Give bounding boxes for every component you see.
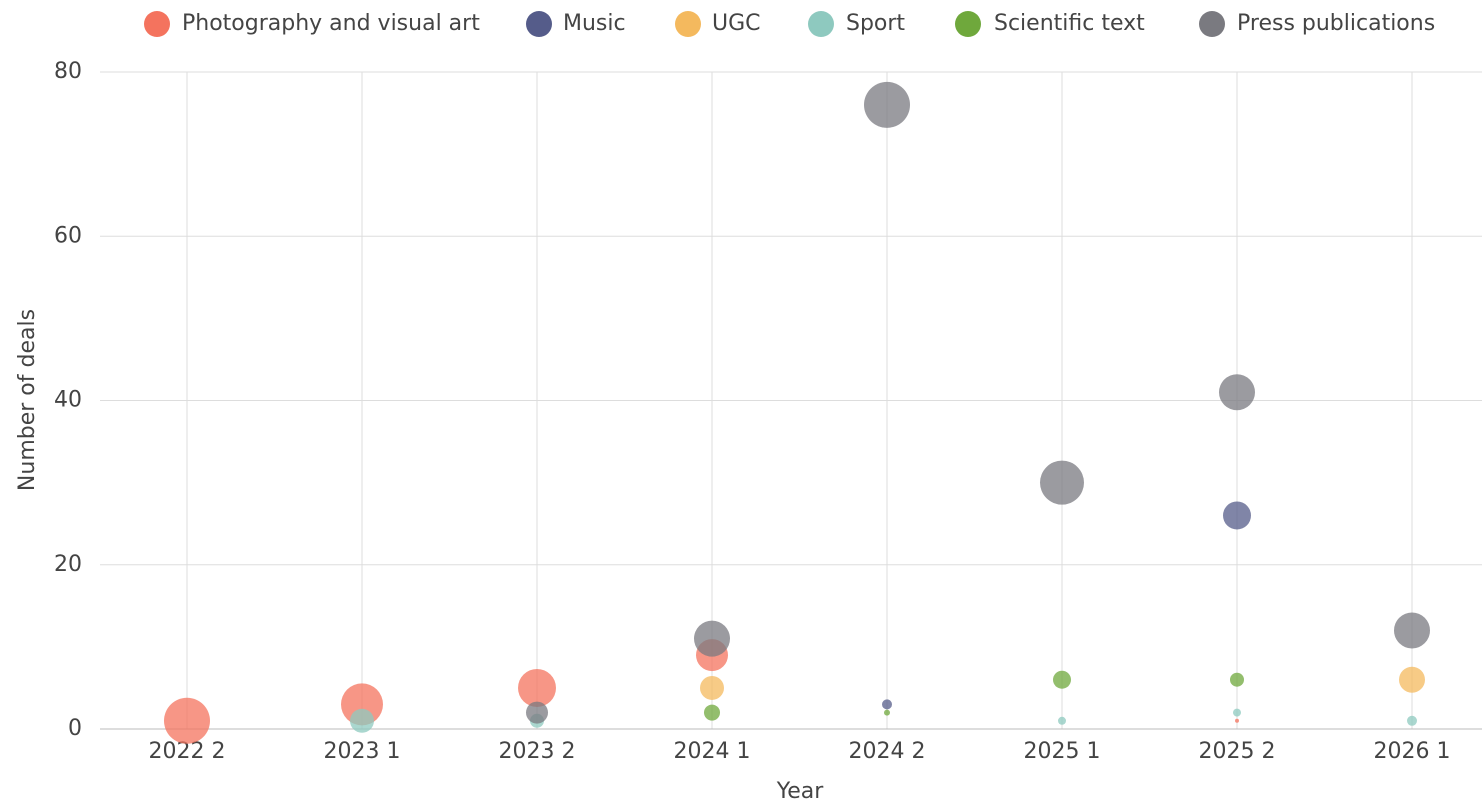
legend-marker bbox=[1199, 11, 1225, 37]
legend-label: UGC bbox=[712, 11, 761, 36]
y-tick-label: 40 bbox=[54, 388, 82, 413]
bubble bbox=[1235, 718, 1239, 723]
bubble bbox=[882, 699, 892, 710]
y-tick-label: 60 bbox=[54, 223, 82, 248]
x-tick-label: 2024 2 bbox=[849, 739, 926, 764]
bubble bbox=[1394, 612, 1430, 649]
x-tick-label: 2023 2 bbox=[499, 739, 576, 764]
x-tick-label: 2024 1 bbox=[674, 739, 751, 764]
legend-marker bbox=[955, 11, 981, 37]
bubble bbox=[704, 704, 720, 721]
legend-label: Scientific text bbox=[994, 11, 1145, 36]
bubble bbox=[1219, 374, 1255, 411]
bubble bbox=[526, 701, 548, 724]
legend-label: Photography and visual art bbox=[182, 11, 480, 36]
legend-marker bbox=[675, 11, 701, 37]
legend-marker bbox=[808, 11, 834, 37]
bubble bbox=[1233, 708, 1241, 717]
x-tick-label: 2026 1 bbox=[1374, 739, 1451, 764]
legend-label: Press publications bbox=[1237, 11, 1435, 36]
y-axis-label: Number of deals bbox=[15, 309, 40, 491]
bubble bbox=[350, 708, 374, 733]
bubble bbox=[864, 81, 910, 128]
bubble bbox=[1407, 715, 1417, 726]
bubble bbox=[1040, 460, 1084, 505]
bubble bbox=[341, 683, 383, 726]
y-tick-label: 0 bbox=[68, 716, 82, 741]
bubble bbox=[694, 620, 730, 657]
y-tick-label: 20 bbox=[54, 552, 82, 577]
x-tick-label: 2025 1 bbox=[1024, 739, 1101, 764]
bubble bbox=[1053, 670, 1071, 689]
legend-marker bbox=[144, 11, 170, 37]
bubble bbox=[1058, 716, 1066, 725]
bubble bbox=[884, 709, 890, 716]
legend-label: Music bbox=[563, 11, 626, 36]
bubble bbox=[518, 668, 556, 707]
bubble bbox=[1399, 666, 1425, 693]
x-axis-label: Year bbox=[776, 779, 825, 804]
bubble bbox=[700, 675, 724, 700]
bubble bbox=[164, 697, 210, 744]
y-tick-label: 80 bbox=[54, 59, 82, 84]
bubble bbox=[1230, 672, 1244, 687]
x-tick-label: 2025 2 bbox=[1199, 739, 1276, 764]
bubble bbox=[1223, 501, 1251, 530]
x-tick-label: 2023 1 bbox=[324, 739, 401, 764]
legend-marker bbox=[526, 11, 552, 37]
legend-label: Sport bbox=[846, 11, 905, 36]
